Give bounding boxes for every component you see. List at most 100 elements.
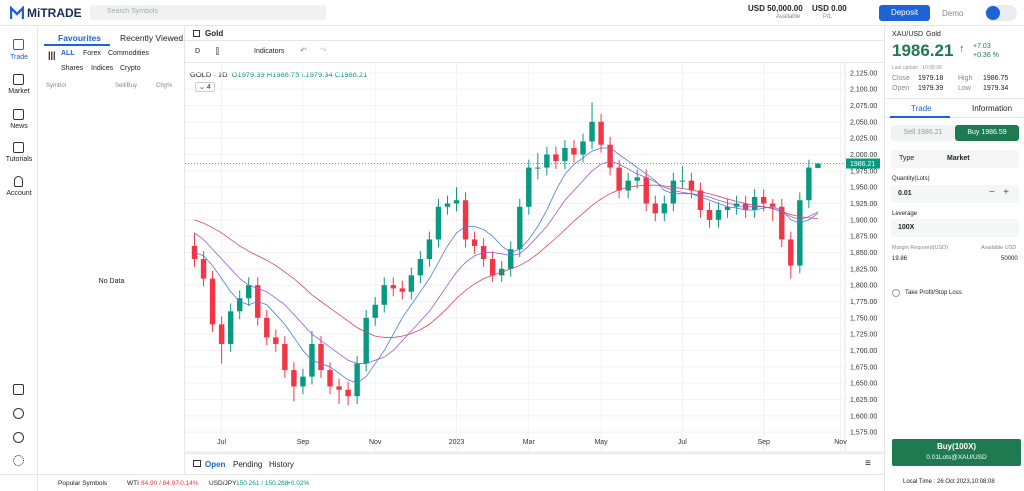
candle-body — [336, 386, 342, 390]
panel-tab[interactable]: Trade — [911, 104, 932, 113]
interval[interactable]: D — [195, 48, 201, 55]
leverage-select[interactable]: 100X — [891, 219, 1019, 237]
type-value: Market — [947, 155, 970, 162]
chart-header: Gold — [185, 26, 884, 41]
filter[interactable]: Indices — [91, 65, 114, 72]
y-tick-label: 1,875.00 — [850, 234, 877, 241]
candle-body — [598, 121, 604, 145]
candle-body — [589, 121, 595, 142]
order-tab[interactable]: History — [269, 460, 294, 469]
candle-body — [779, 206, 785, 240]
y-tick-label: 2,050.00 — [850, 119, 877, 126]
quantity-input[interactable]: 0.01 − + — [891, 185, 1019, 203]
candle-body — [471, 239, 478, 246]
legend-ohlc: L1979.34 — [301, 70, 333, 79]
nav-item[interactable]: Tutorials — [5, 156, 33, 163]
menu-icon[interactable]: ≡ — [865, 458, 871, 469]
candle-body — [417, 259, 424, 276]
indicator-count-value: 4 — [206, 84, 211, 91]
y-tick-label: 1,750.00 — [850, 315, 877, 322]
order-tab[interactable]: Pending — [233, 460, 263, 469]
redo[interactable]: ↷ — [320, 46, 327, 55]
popular-symbols[interactable]: Popular Symbols — [58, 480, 108, 487]
stat-label: Close — [892, 75, 910, 82]
y-tick-label: 1,850.00 — [850, 250, 877, 257]
candle-body — [390, 285, 396, 289]
candle-body — [715, 210, 722, 220]
up-arrow: ↑ — [959, 43, 965, 55]
tab[interactable]: Favourites — [58, 33, 101, 43]
search-box[interactable]: Search Symbols — [90, 5, 326, 20]
panel-tab[interactable]: Information — [972, 104, 1013, 113]
y-tick-label: 1,625.00 — [850, 397, 877, 404]
y-tick-label: 1,575.00 — [850, 430, 877, 437]
indicators[interactable]: Indicators — [254, 48, 285, 55]
x-tick-label: Mar — [523, 439, 536, 446]
footer: Popular Symbols WTI 84.90 / 84.97 -0.14%… — [0, 474, 884, 491]
search-placeholder: Search Symbols — [107, 8, 158, 15]
indicator-count[interactable]: ⌄ 4 — [195, 82, 215, 92]
nav-item[interactable]: Market — [8, 88, 30, 95]
buy-toggle[interactable]: Buy 1986.59 — [955, 125, 1019, 141]
chart-toolbar: D ⫿ Indicators ↶ ↷ — [185, 41, 884, 63]
candle-type[interactable]: ⫿ — [216, 46, 219, 56]
undo[interactable]: ↶ — [300, 46, 307, 55]
filter[interactable]: Shares — [61, 65, 84, 72]
candle-body — [535, 167, 541, 169]
logo-icon — [10, 6, 24, 19]
candle-body — [697, 190, 704, 211]
buy-button[interactable]: Buy(100X) 0.01Lots@XAU/USD — [892, 439, 1021, 466]
nav-item[interactable]: News — [10, 123, 28, 130]
logo: MiTRADE — [27, 6, 82, 20]
list-icon: ||| — [48, 50, 56, 60]
candle-body — [354, 363, 360, 397]
tpsl-checkbox[interactable] — [892, 289, 900, 297]
y-tick-label: 2,075.00 — [850, 103, 877, 110]
y-tick-label: 1,650.00 — [850, 381, 877, 388]
nav-item[interactable]: Account — [6, 190, 32, 197]
candle-body — [200, 259, 207, 279]
settings-icon[interactable] — [13, 455, 24, 466]
y-tick-label: 2,025.00 — [850, 136, 877, 143]
available-label: Available USD — [981, 245, 1017, 251]
candle-body — [300, 376, 306, 387]
column-header: Chg% — [156, 83, 173, 89]
buy-button-sub: 0.01Lots@XAU/USD — [926, 454, 987, 461]
candle-body — [363, 317, 369, 364]
candle-body — [444, 203, 451, 207]
last-price-label: 1986.21 — [850, 161, 875, 168]
candle-body — [806, 167, 812, 201]
tool-icon[interactable] — [13, 384, 24, 395]
sell-button[interactable]: Sell 1986.21 — [891, 125, 955, 141]
order-tab[interactable]: Open — [205, 460, 226, 469]
candle-body — [508, 249, 514, 269]
pl: USD 0.00 — [812, 4, 847, 13]
ticker-quote: 150.261 / 150.288 — [236, 480, 289, 487]
support-icon[interactable] — [13, 408, 24, 419]
tab[interactable]: Recently Viewed — [120, 33, 184, 43]
x-tick-label: May — [594, 439, 608, 446]
y-tick-label: 1,800.00 — [850, 283, 877, 290]
deposit-button[interactable]: Deposit — [879, 5, 930, 21]
y-tick-label: 1,675.00 — [850, 364, 877, 371]
candle-body — [553, 154, 559, 162]
legend-ohlc: O1979.39 — [231, 70, 265, 79]
filter[interactable]: ALL — [61, 50, 75, 57]
candle-body — [291, 370, 297, 387]
candle-body — [706, 210, 713, 220]
news-icon — [13, 109, 24, 120]
y-tick-label: 2,000.00 — [850, 152, 877, 159]
theme-toggle[interactable] — [985, 5, 1017, 21]
type-select[interactable]: Type Market — [891, 150, 1019, 168]
filter[interactable]: Commodities — [108, 50, 149, 57]
filter[interactable]: Forex — [83, 50, 101, 57]
account-mode[interactable]: Demo — [942, 9, 964, 18]
filter[interactable]: Crypto — [120, 65, 141, 72]
stepper[interactable]: − + — [989, 187, 1010, 198]
nav-item[interactable]: Trade — [9, 54, 29, 61]
candle-body — [526, 167, 532, 207]
candle-body — [661, 203, 668, 214]
chat-icon[interactable] — [13, 432, 24, 443]
